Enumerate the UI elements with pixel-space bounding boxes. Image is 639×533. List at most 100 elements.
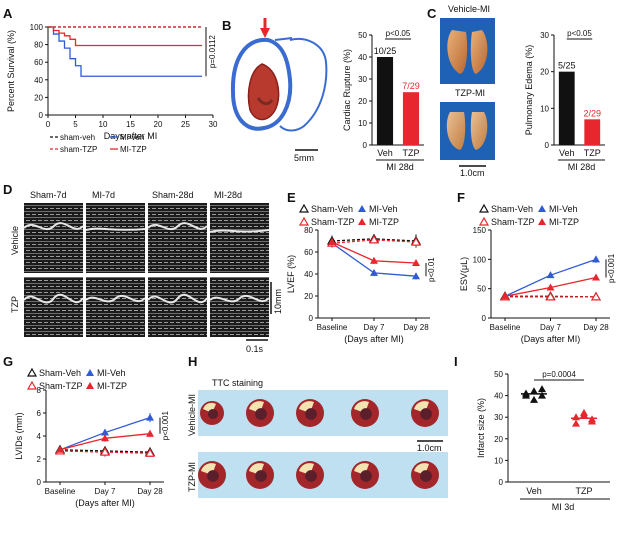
legend-label: MI-Veh	[549, 204, 578, 214]
x-tick-label: Baseline	[45, 487, 76, 496]
ttc-row-vehicle: Vehicle-MI	[187, 394, 197, 436]
p-value: p=0.0004	[542, 370, 576, 379]
legend-label: Sham-Veh	[39, 368, 81, 378]
x-tick-label: Day 7	[95, 487, 116, 496]
panel-letter-c: C	[427, 6, 437, 21]
x-axis-title: (Days after MI)	[344, 334, 404, 344]
y-tick-label: 0	[309, 314, 314, 323]
panel-letter-d: D	[3, 182, 12, 197]
data-point	[56, 445, 64, 453]
y-tick-label: 0	[482, 314, 487, 323]
p-value: p<0.01	[427, 257, 436, 282]
y-axis-title: Infarct size (%)	[476, 398, 486, 458]
legend-label: sham-veh	[60, 133, 95, 142]
echo-image	[86, 277, 145, 337]
data-point	[522, 389, 530, 397]
y-tick-label: 100	[473, 255, 487, 264]
ttc-lumen	[207, 470, 219, 482]
legend-label: Sham-TZP	[491, 217, 535, 227]
echo-image	[148, 203, 207, 273]
x-tick-label: Day 28	[137, 487, 163, 496]
bar-label: 2/29	[583, 108, 601, 118]
data-point	[370, 268, 378, 276]
y-tick-label: 40	[34, 76, 43, 85]
echo-col-0: Sham-7d	[30, 190, 67, 200]
legend-marker	[86, 382, 94, 389]
data-point	[546, 271, 555, 279]
legend-label: MI-Veh	[97, 368, 126, 378]
category-label: Veh	[377, 148, 393, 158]
data-point	[370, 256, 378, 264]
y-tick-label: 6	[37, 409, 42, 418]
category-label: Veh	[526, 486, 542, 496]
data-point	[590, 291, 602, 301]
heart-section-image	[230, 18, 328, 132]
survival-chart: 0 5 10 15 20 25 30 0 20 40 60 80 100 Days after MI Per…	[6, 23, 218, 154]
cardiac-rupture-chart: 0 10 20 30 40 50 10/25 Veh 7/29 TZP MI 28d p<0.05 Ca…	[342, 29, 424, 172]
data-point	[538, 391, 546, 399]
category-label: Veh	[559, 148, 575, 158]
legend-label: MI-veh	[120, 133, 144, 142]
y-tick-label: 80	[304, 226, 313, 235]
legend-marker	[26, 367, 38, 377]
y-tick-label: 30	[358, 75, 367, 84]
ttc-row-tzp: TZP-MI	[187, 462, 197, 492]
echo-col-2: Sham-28d	[152, 190, 194, 200]
x-tick-label: Baseline	[317, 323, 348, 332]
data-point	[530, 387, 538, 395]
lung-title-tzp: TZP-MI	[455, 88, 485, 98]
ttc-lumen	[255, 470, 267, 482]
category-label: TZP	[584, 148, 601, 158]
y-tick-label: 50	[358, 31, 367, 40]
data-point	[572, 413, 580, 421]
lung-image-tzp	[446, 112, 466, 150]
y-tick-label: 30	[540, 31, 549, 40]
y-tick-label: 0	[499, 478, 504, 487]
echo-image	[210, 203, 269, 273]
legend-marker	[358, 218, 366, 225]
ttc-lumen	[360, 470, 372, 482]
x-tick-label: Day 7	[364, 323, 385, 332]
y-tick-label: 0	[363, 141, 368, 150]
bar-label: 10/25	[374, 46, 397, 56]
y-axis-title: LVIDs (mm)	[14, 412, 24, 459]
panel-letter-f: F	[457, 190, 465, 205]
data-point	[99, 446, 111, 456]
arrow-down-icon	[260, 28, 270, 38]
lung-image-vehicle	[447, 30, 468, 74]
data-point	[101, 428, 109, 436]
y-tick-label: 30	[494, 413, 503, 422]
legend-marker	[478, 203, 490, 213]
legend-label: MI-TZP	[369, 217, 399, 227]
ttc-scale: 1.0cm	[417, 443, 442, 453]
panel-letter-a: A	[3, 6, 13, 21]
y-tick-label: 20	[34, 93, 43, 102]
y-tick-label: 150	[473, 226, 487, 235]
y-axis-title: Percent Survival (%)	[6, 30, 16, 112]
panel-letter-e: E	[287, 190, 296, 205]
data-point	[592, 255, 600, 263]
y-tick-label: 0	[545, 141, 550, 150]
data-point	[588, 417, 596, 425]
y-tick-label: 10	[494, 456, 503, 465]
data-point	[146, 413, 154, 421]
x-tick-label: 0	[46, 120, 51, 129]
ttc-lumen	[255, 408, 267, 420]
legend-label: MI-TZP	[120, 145, 147, 154]
y-tick-label: 50	[494, 370, 503, 379]
y-axis-title: Cardiac Rupture (%)	[342, 49, 352, 131]
legend-marker	[478, 216, 490, 226]
group-label: MI 3d	[552, 502, 575, 512]
x-tick-label: Baseline	[490, 323, 521, 332]
data-point	[412, 259, 420, 266]
lvids-chart: 0 2 4 6 8 Baseline Day 7 Day 28(Days after MI) L…	[14, 367, 170, 508]
data-point	[146, 429, 154, 437]
ttc-lumen	[305, 470, 317, 482]
x-tick-label: 30	[209, 120, 218, 129]
y-axis-title: LVEF (%)	[286, 255, 296, 293]
x-tick-label: 20	[154, 120, 163, 129]
y-tick-label: 8	[37, 386, 42, 395]
legend-label: MI-Veh	[369, 204, 398, 214]
y-tick-label: 10	[540, 104, 549, 113]
